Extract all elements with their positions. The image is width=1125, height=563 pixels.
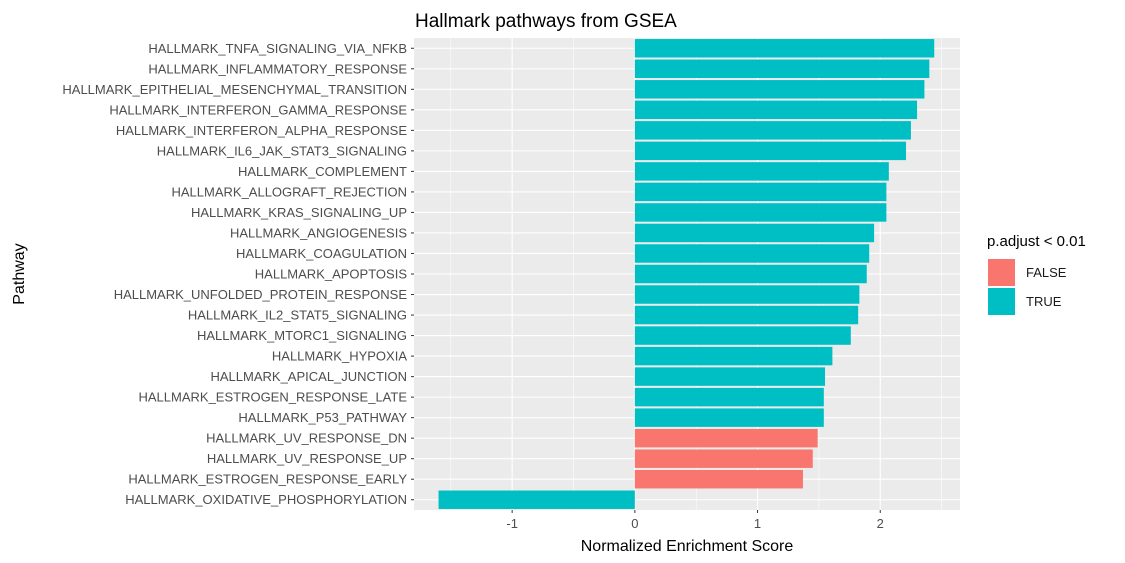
y-tick-label: HALLMARK_UNFOLDED_PROTEIN_RESPONSE [114,287,408,302]
legend-title: p.adjust < 0.01 [987,233,1086,250]
bar-hallmark-inflammatory-response [634,59,930,79]
x-tick-label: 0 [631,516,638,531]
bar-hallmark-il6-jak-stat3-signaling [634,141,907,161]
y-tick-label: HALLMARK_IL6_JAK_STAT3_SIGNALING [157,143,407,158]
y-tick-label: HALLMARK_KRAS_SIGNALING_UP [191,205,407,220]
x-tick-label: -1 [506,516,518,531]
y-tick-label: HALLMARK_EPITHELIAL_MESENCHYMAL_TRANSITI… [62,82,407,97]
bar-hallmark-uv-response-dn [634,428,818,448]
y-axis-title: Pathway [11,243,28,304]
bar-hallmark-il2-stat5-signaling [634,305,859,325]
bar-hallmark-oxidative-phosphorylation [438,490,635,509]
bar-hallmark-estrogen-response-early [634,469,803,489]
bars-group [438,39,935,509]
y-tick-label: HALLMARK_IL2_STAT5_SIGNALING [188,308,407,323]
bar-hallmark-p53-pathway [634,408,824,427]
y-tick-label: HALLMARK_INTERFERON_GAMMA_RESPONSE [109,102,407,117]
bar-hallmark-angiogenesis [634,223,875,243]
y-tick-label: HALLMARK_ESTROGEN_RESPONSE_LATE [138,390,407,405]
y-tick-label: HALLMARK_MTORC1_SIGNALING [197,328,407,343]
y-tick-label: HALLMARK_OXIDATIVE_PHOSPHORYLATION [125,492,407,507]
bar-hallmark-allograft-rejection [634,182,887,202]
x-tick-label: 1 [754,516,761,531]
legend: p.adjust < 0.01 FALSE TRUE [987,233,1086,315]
y-tick-label: HALLMARK_P53_PATHWAY [238,410,407,425]
legend-label-true: TRUE [1026,294,1062,309]
legend-label-false: FALSE [1026,265,1067,280]
bar-hallmark-unfolded-protein-response [634,285,860,304]
y-tick-label: HALLMARK_ESTROGEN_RESPONSE_EARLY [128,472,407,487]
bar-hallmark-interferon-gamma-response [634,100,918,120]
bar-hallmark-coagulation [634,244,870,263]
y-tick-label: HALLMARK_ALLOGRAFT_REJECTION [171,184,407,199]
legend-key-true [988,288,1015,315]
y-tick-label: HALLMARK_UV_RESPONSE_UP [207,451,407,466]
y-tick-label: HALLMARK_APICAL_JUNCTION [211,369,408,384]
bar-hallmark-apical-junction [634,367,826,386]
bar-hallmark-uv-response-up [634,449,813,468]
bar-hallmark-apoptosis [634,264,867,284]
bar-hallmark-interferon-alpha-response [634,121,911,140]
y-tick-label: HALLMARK_ANGIOGENESIS [230,225,407,240]
x-axis-title: Normalized Enrichment Score [581,538,794,555]
bar-hallmark-tnfa-signaling-via-nfkb [634,39,935,58]
bar-hallmark-kras-signaling-up [634,203,887,222]
y-axis-ticks: HALLMARK_TNFA_SIGNALING_VIA_NFKB HALLMARK… [62,41,414,507]
x-axis-ticks: -1 0 1 2 [506,510,884,531]
legend-key-false [988,259,1015,286]
y-tick-label: HALLMARK_COAGULATION [236,246,407,261]
y-tick-label: HALLMARK_UV_RESPONSE_DN [206,431,407,446]
bar-hallmark-epithelial-mesenchymal-transition [634,80,925,99]
y-tick-label: HALLMARK_APOPTOSIS [255,267,408,282]
bar-hallmark-estrogen-response-late [634,387,824,407]
y-tick-label: HALLMARK_TNFA_SIGNALING_VIA_NFKB [148,41,407,56]
y-tick-label: HALLMARK_COMPLEMENT [238,164,407,179]
y-tick-label: HALLMARK_INTERFERON_ALPHA_RESPONSE [116,123,407,138]
bar-hallmark-hypoxia [634,346,833,366]
chart-title: Hallmark pathways from GSEA [415,11,677,32]
bar-hallmark-complement [634,162,889,181]
bar-hallmark-mtorc1-signaling [634,326,851,345]
y-tick-label: HALLMARK_INFLAMMATORY_RESPONSE [148,61,407,76]
x-tick-label: 2 [877,516,884,531]
y-tick-label: HALLMARK_HYPOXIA [272,349,407,364]
